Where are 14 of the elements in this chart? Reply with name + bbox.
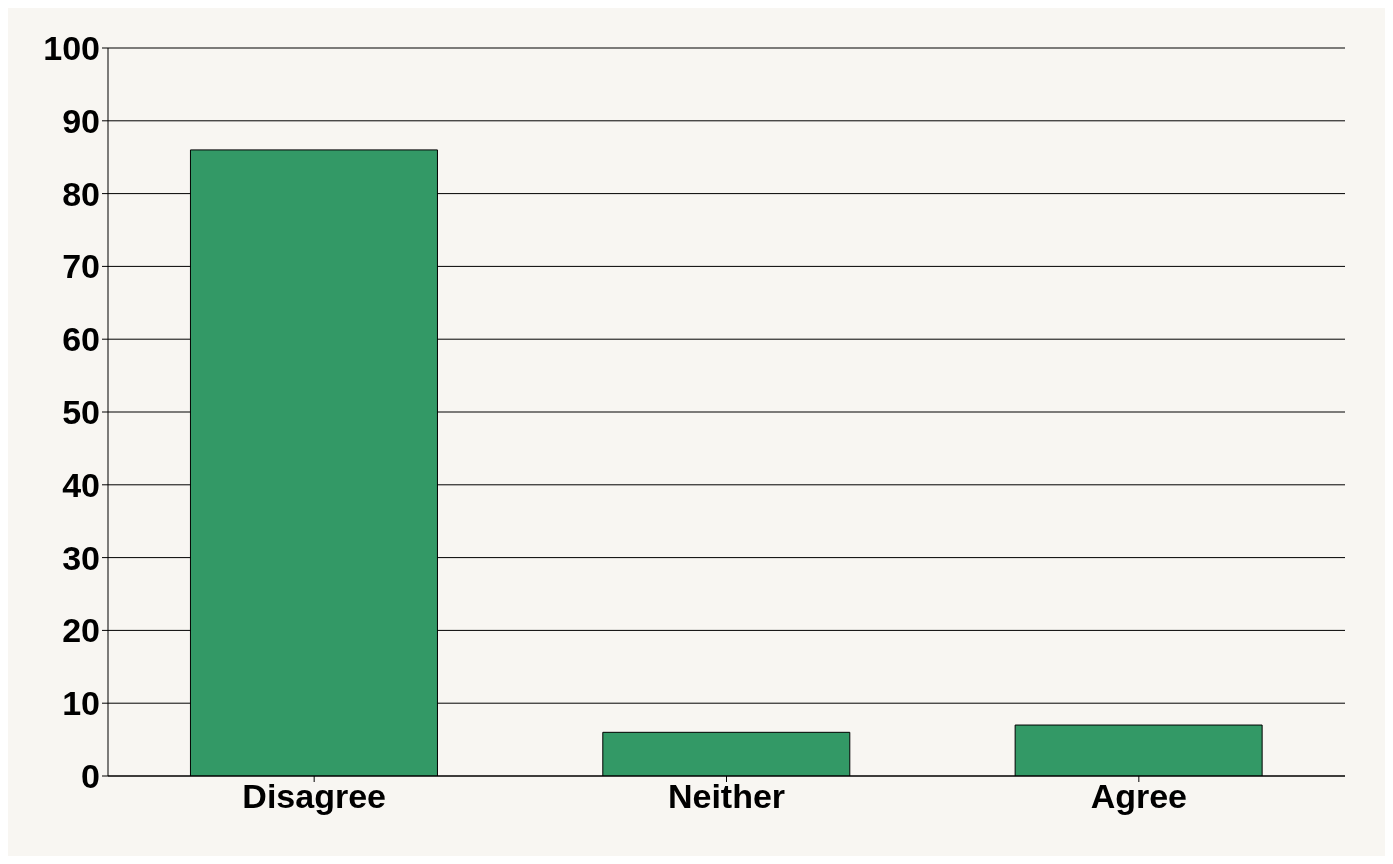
x-tick-label: Agree (1090, 777, 1188, 816)
y-tick-label: 80 (62, 174, 100, 213)
y-tick-label: 40 (62, 465, 100, 504)
y-tick-label: 30 (62, 538, 100, 577)
x-tick-label: Neither (667, 777, 786, 816)
y-tick-label: 70 (62, 247, 100, 286)
y-tick-label: 50 (62, 393, 100, 432)
y-tick-label: 100 (43, 29, 100, 68)
y-tick-label: 60 (62, 320, 100, 359)
y-tick-label: 10 (62, 684, 100, 723)
x-tick-label: Disagree (242, 777, 386, 816)
y-tick-label: 0 (81, 757, 100, 796)
y-tick-label: 20 (62, 611, 100, 650)
y-tick-label: 90 (62, 101, 100, 140)
